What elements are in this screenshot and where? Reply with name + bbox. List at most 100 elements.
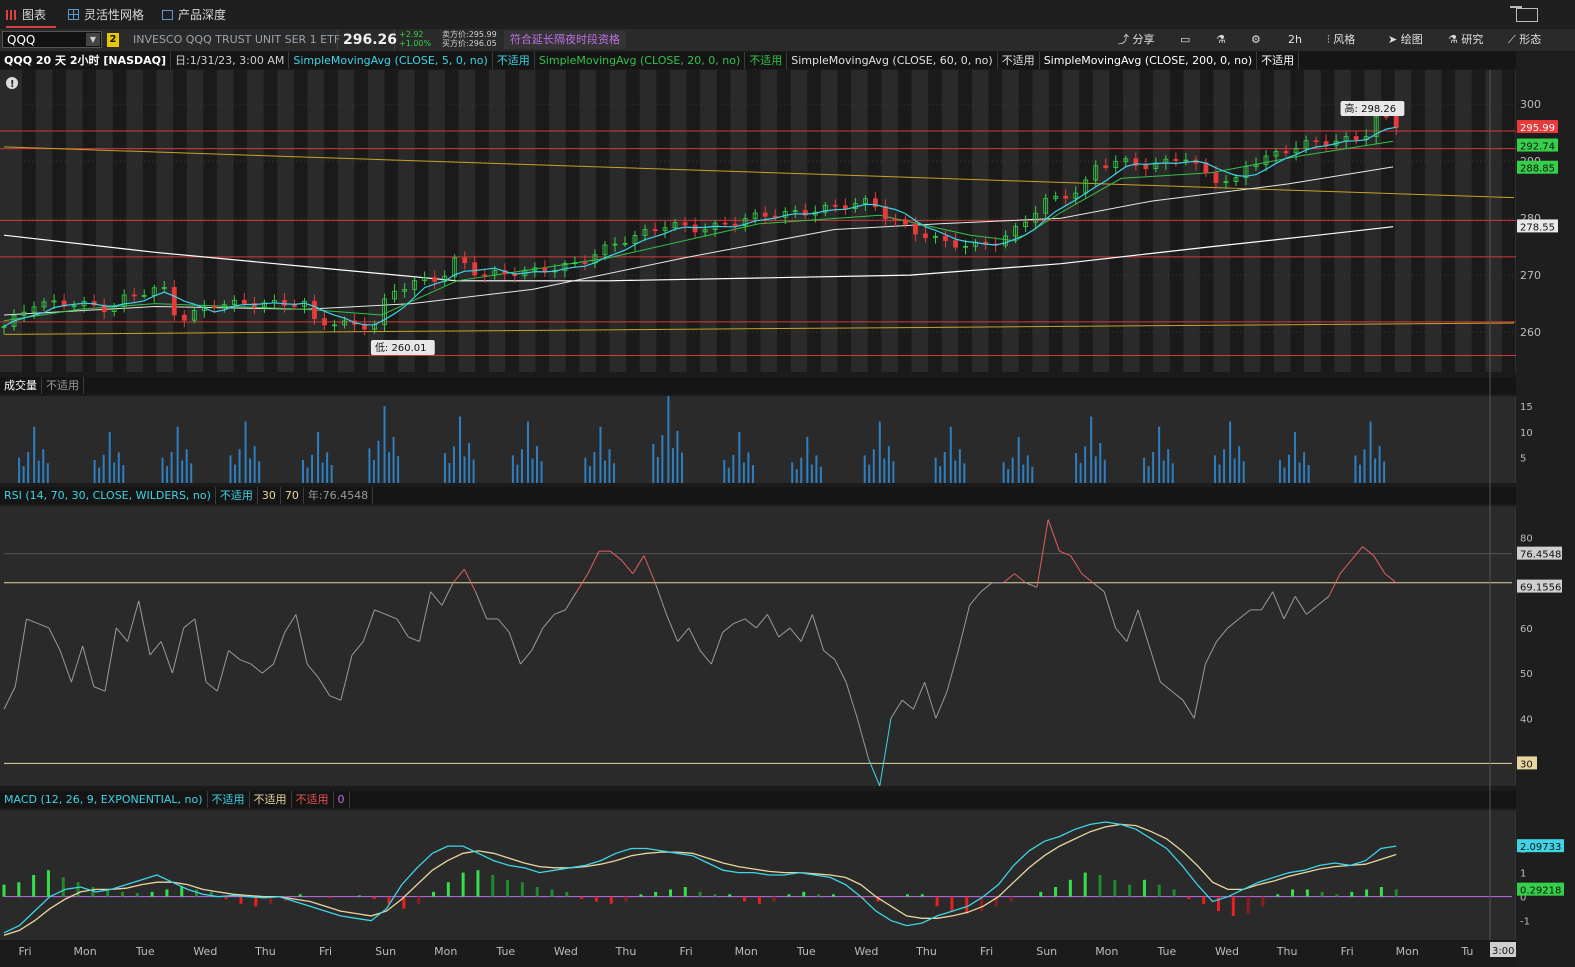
macd-tag-label: 2.09733 xyxy=(1520,842,1561,853)
minimize-icon[interactable] xyxy=(1510,6,1522,8)
rsi-line-segment xyxy=(1047,519,1060,552)
chart-legend: QQQ 20 天 2小时 [NASDAQ] 日:1/31/23, 3:00 AM S… xyxy=(0,52,1518,69)
time-axis-label: Mon xyxy=(74,945,97,958)
price-candle xyxy=(131,294,137,297)
rsi-tick-label: 50 xyxy=(1520,669,1533,680)
macd-title[interactable]: MACD (12, 26, 9, EXPONENTIAL, no) xyxy=(0,791,208,808)
rsi-line-segment xyxy=(14,618,27,687)
rsi-line-segment xyxy=(216,650,230,692)
price-candle xyxy=(792,210,798,212)
rsi-line-segment xyxy=(317,677,331,696)
price-candle xyxy=(282,300,287,306)
session-stripe xyxy=(1411,70,1425,372)
rsi-line-segment xyxy=(879,718,892,787)
rsi-line-segment xyxy=(284,614,297,633)
tab-product-depth[interactable]: 产品深度 xyxy=(162,4,242,26)
price-candle xyxy=(251,303,257,308)
rsi-line-segment xyxy=(520,650,533,665)
flask-icon[interactable]: ⚗ xyxy=(1216,33,1226,46)
study-sma60-value: 不适用 xyxy=(998,52,1040,69)
link-badge[interactable]: 2 xyxy=(107,33,119,47)
rsi-tick-label: 40 xyxy=(1520,714,1533,725)
time-axis-label: Wed xyxy=(854,945,878,958)
session-stripe xyxy=(142,70,157,372)
rsi-tag-label: 30 xyxy=(1520,759,1533,770)
session-stripe xyxy=(867,70,882,372)
session-stripe xyxy=(1079,70,1093,372)
flask-icon: ⚗ xyxy=(1448,33,1462,46)
drawings-button[interactable]: ➤ 绘图 xyxy=(1388,33,1423,46)
price-candle xyxy=(41,301,47,308)
time-axis-label: Tue xyxy=(135,945,155,958)
time-axis-label: Wed xyxy=(193,945,217,958)
patterns-button[interactable]: ⟋ 形态 xyxy=(1508,33,1542,46)
rsi-line-segment xyxy=(924,681,937,719)
rsi-line-segment xyxy=(1092,582,1105,593)
price-candle xyxy=(732,223,738,226)
study-sma200[interactable]: SimpleMovingAvg (CLOSE, 200, 0, no) xyxy=(1040,52,1258,69)
rsi-line-segment xyxy=(1171,690,1184,701)
session-stripe xyxy=(233,70,248,372)
rsi-line-segment xyxy=(1373,555,1386,575)
time-axis-label: Wed xyxy=(1215,945,1239,958)
timeframe-button[interactable]: 2h xyxy=(1288,33,1302,46)
price-candle xyxy=(1243,166,1249,179)
price-axis-background xyxy=(1516,52,1575,967)
macd-tick-label: 0 xyxy=(1520,893,1526,904)
style-button[interactable]: ⫶ 风格 xyxy=(1327,33,1356,46)
symbol-value: QQQ xyxy=(7,33,36,47)
rsi-line-segment xyxy=(452,568,465,584)
symbol-input[interactable]: QQQ ▼ xyxy=(2,31,102,48)
chart-settings-icon[interactable]: ▭ xyxy=(1180,33,1191,46)
price-candle xyxy=(1043,198,1049,214)
maximize-icon[interactable] xyxy=(1516,8,1538,22)
price-candle xyxy=(51,300,57,303)
session-stripe xyxy=(928,70,942,372)
share-button[interactable]: ⤴ 分享 xyxy=(1118,33,1155,46)
price-tag-box xyxy=(1517,138,1558,152)
rsi-line-segment xyxy=(171,627,185,674)
price-tag-label: 292.74 xyxy=(1520,142,1555,153)
tab-flex-grid[interactable]: 灵活性网格 xyxy=(68,4,158,26)
rsi-line-segment xyxy=(778,627,791,638)
price-candle xyxy=(953,240,958,248)
volume-title[interactable]: 成交量 xyxy=(0,377,42,394)
rsi-line-segment xyxy=(542,614,555,629)
study-sma20[interactable]: SimpleMovingAvg (CLOSE, 20, 0, no) xyxy=(535,52,746,69)
studies-button[interactable]: ⚗ 研究 xyxy=(1448,33,1484,46)
rsi-line-segment xyxy=(733,618,746,624)
rsi-line-segment xyxy=(385,613,398,620)
rsi-line-segment xyxy=(789,627,802,642)
rsi-title[interactable]: RSI (14, 70, 30, CLOSE, WILDERS, no) xyxy=(0,487,216,504)
rsi-line-segment xyxy=(564,591,578,611)
price-candle xyxy=(1003,235,1008,246)
price-candle xyxy=(893,218,898,221)
share-icon: ⤴ xyxy=(1118,33,1133,46)
study-sma60[interactable]: SimpleMovingAvg (CLOSE, 60, 0, no) xyxy=(787,52,998,69)
price-candle xyxy=(11,315,17,327)
gear-icon[interactable]: ⚙ xyxy=(1251,33,1261,46)
time-tag-box xyxy=(1490,942,1516,957)
rsi-line-segment xyxy=(250,663,263,674)
session-stripe xyxy=(1230,70,1244,372)
rsi-line-segment xyxy=(1103,591,1117,629)
rsi-line-segment xyxy=(677,627,690,642)
time-axis-label: Thu xyxy=(915,945,937,958)
style-icon: ⫶ xyxy=(1327,33,1334,46)
price-candle xyxy=(612,243,618,246)
rsi-line-segment xyxy=(935,690,948,719)
rsi-line-segment xyxy=(744,618,757,629)
dropdown-icon[interactable]: ▼ xyxy=(86,33,100,46)
rsi-line-segment xyxy=(811,614,825,651)
depth-icon xyxy=(162,10,173,20)
session-stripe xyxy=(1350,70,1365,372)
price-candle xyxy=(752,212,758,220)
tab-chart[interactable]: 图表 xyxy=(6,4,56,28)
overnight-eligibility[interactable]: 符合延长隔夜时段资格 xyxy=(504,31,626,49)
price-candle xyxy=(31,306,37,313)
rsi-line-segment xyxy=(261,663,274,674)
price-candle xyxy=(963,245,968,248)
study-sma5[interactable]: SimpleMovingAvg (CLOSE, 5, 0, no) xyxy=(289,52,493,69)
tab-label: 灵活性网格 xyxy=(84,8,145,22)
